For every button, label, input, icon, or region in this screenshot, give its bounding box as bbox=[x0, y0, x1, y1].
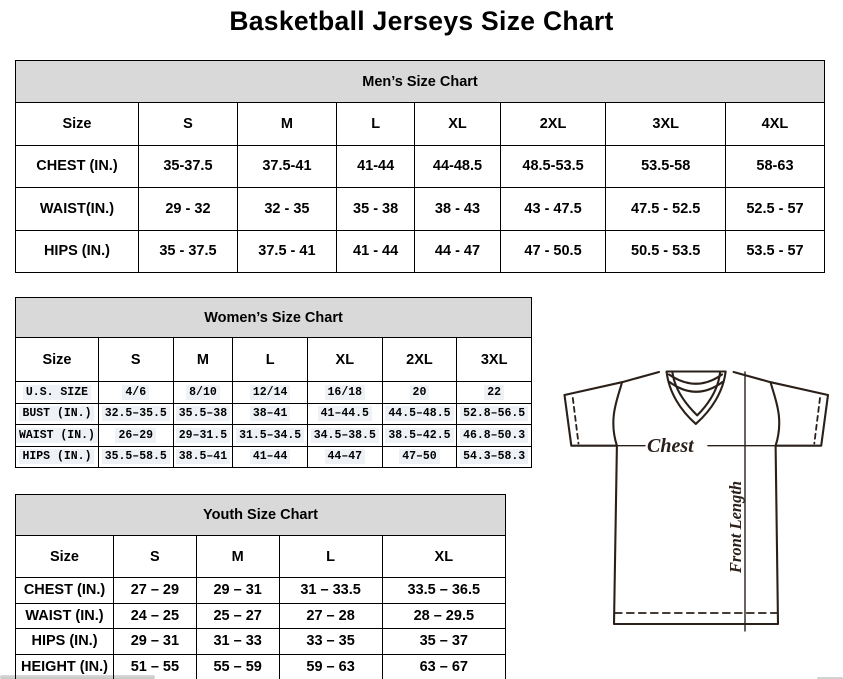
svg-text:Front Length: Front Length bbox=[726, 481, 745, 574]
svg-text:Chest: Chest bbox=[647, 435, 695, 457]
